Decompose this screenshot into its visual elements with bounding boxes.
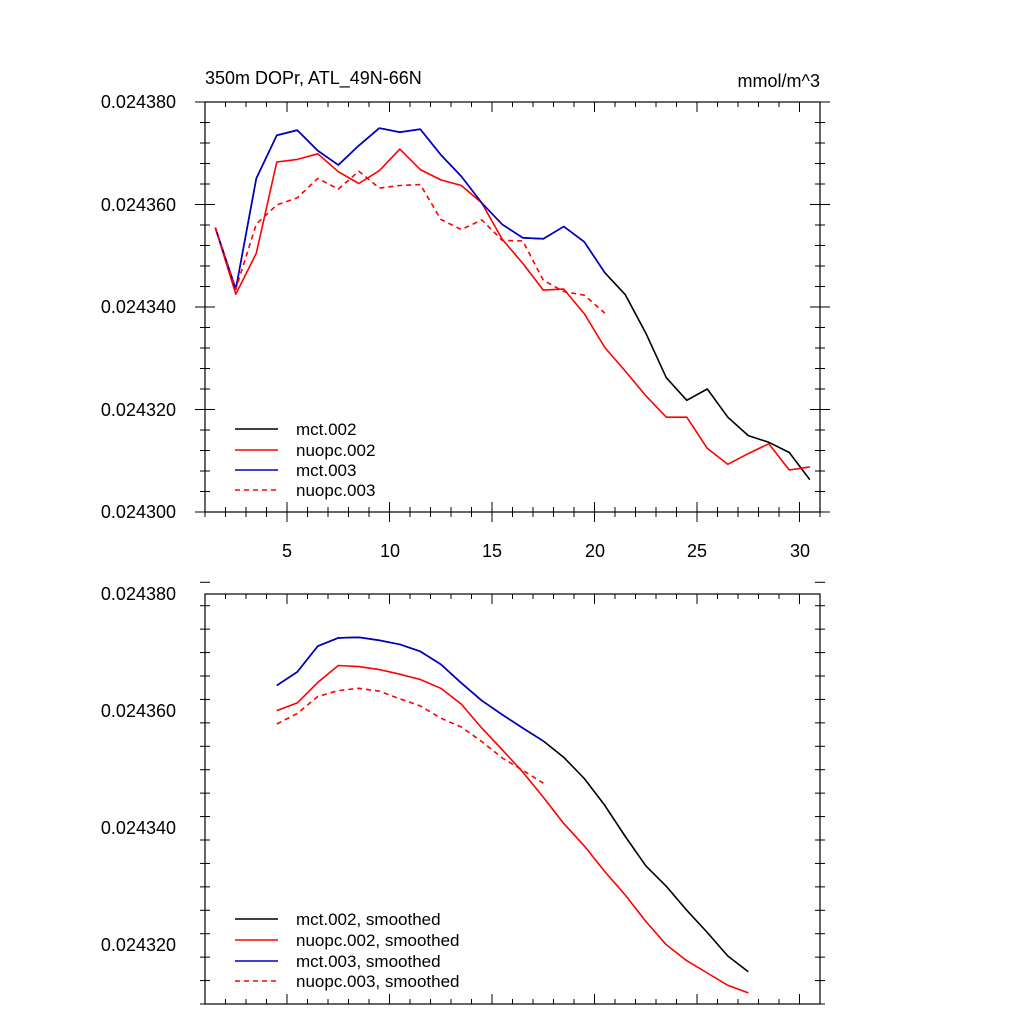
series-line-nuopc-002 [214, 148, 810, 471]
series-line-nuopc-002-smoothed [276, 664, 749, 994]
bottom-y-tick-labels: 0.024320 0.024340 0.024360 0.024380 [101, 584, 176, 955]
y-tick-label: 0.024340 [101, 297, 176, 317]
legend-label-nuopc-002: nuopc.002 [296, 441, 375, 460]
legend-label-nuopc-003: nuopc.003 [296, 481, 375, 500]
legend-label-nuopc-003-smoothed: nuopc.003, smoothed [296, 972, 460, 991]
y-tick-label: 0.024380 [101, 92, 176, 112]
top-y-tick-labels: 0.024300 0.024320 0.024340 0.024360 0.02… [101, 92, 176, 522]
top-units-label: mmol/m^3 [738, 71, 820, 91]
legend-label-mct-003-smoothed: mct.003, smoothed [296, 952, 441, 971]
legend-label-mct-003: mct.003 [296, 461, 356, 480]
legend-label-nuopc-002-smoothed: nuopc.002, smoothed [296, 931, 460, 950]
bottom-series-group [276, 636, 749, 994]
series-line-nuopc-003 [214, 170, 606, 314]
bottom-panel: 0.024320 0.024340 0.024360 0.024380 mct.… [101, 581, 825, 1005]
legend-label-mct-002-smoothed: mct.002, smoothed [296, 910, 441, 929]
x-tick-label: 25 [687, 541, 707, 561]
top-series-group [214, 127, 811, 481]
bottom-axis-ticks [200, 581, 825, 1005]
top-chart-title: 350m DOPr, ATL_49N-66N [205, 68, 422, 89]
y-tick-label: 0.024360 [101, 701, 176, 721]
legend-label-mct-002: mct.002 [296, 420, 356, 439]
bottom-legend: mct.002, smoothed nuopc.002, smoothed mc… [235, 910, 460, 991]
series-line-nuopc-003-smoothed [276, 687, 544, 784]
top-x-tick-labels: 5 10 15 20 25 30 [282, 541, 810, 561]
top-axis-ticks [195, 101, 830, 522]
x-tick-label: 30 [790, 541, 810, 561]
y-tick-label: 0.024360 [101, 195, 176, 215]
y-tick-label: 0.024380 [101, 584, 176, 604]
series-line-mct-003 [214, 127, 606, 290]
series-line-mct-003-smoothed [276, 636, 544, 742]
top-panel: 350m DOPr, ATL_49N-66N mmol/m^3 0.024300… [101, 68, 830, 561]
top-legend: mct.002 nuopc.002 mct.003 nuopc.003 [235, 420, 375, 500]
y-tick-label: 0.024300 [101, 502, 176, 522]
y-tick-label: 0.024320 [101, 400, 176, 420]
x-tick-label: 5 [282, 541, 292, 561]
y-tick-label: 0.024320 [101, 935, 176, 955]
x-tick-label: 10 [380, 541, 400, 561]
y-tick-label: 0.024340 [101, 818, 176, 838]
x-tick-label: 20 [585, 541, 605, 561]
x-tick-label: 15 [482, 541, 502, 561]
